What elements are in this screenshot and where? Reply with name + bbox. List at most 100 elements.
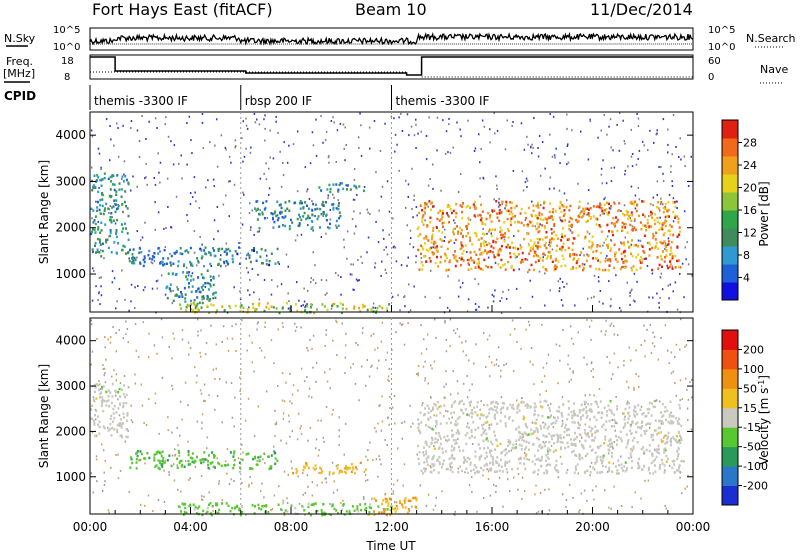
noise-pixel xyxy=(648,296,650,299)
noise-pixel xyxy=(445,370,447,373)
echo-pixel xyxy=(207,288,210,291)
echo-pixel xyxy=(538,229,541,233)
noise-pixel xyxy=(275,422,278,425)
echo-pixel xyxy=(100,399,103,403)
echo-pixel xyxy=(439,209,442,212)
echo-pixel xyxy=(493,470,496,474)
noise-pixel xyxy=(583,489,586,492)
echo-pixel xyxy=(212,275,215,279)
noise-pixel xyxy=(332,339,334,342)
noise-pixel xyxy=(543,375,546,378)
echo-pixel xyxy=(146,452,149,455)
echo-pixel xyxy=(661,265,663,268)
noise-pixel xyxy=(345,344,347,347)
noise-pixel xyxy=(672,114,675,117)
echo-pixel xyxy=(600,416,603,419)
echo-pixel xyxy=(561,227,564,230)
echo-pixel xyxy=(575,261,578,265)
echo-pixel xyxy=(495,460,497,463)
echo-pixel xyxy=(139,458,142,462)
echo-pixel xyxy=(516,411,519,414)
noise-pixel xyxy=(158,171,160,174)
noise-pixel xyxy=(363,497,365,500)
echo-pixel xyxy=(424,242,426,245)
echo-pixel xyxy=(207,466,210,470)
echo-pixel xyxy=(170,464,173,468)
echo-pixel xyxy=(448,259,451,262)
noise-pixel xyxy=(224,146,227,149)
noise-pixel xyxy=(542,366,545,369)
echo-pixel xyxy=(582,268,584,272)
noise-pixel xyxy=(300,367,303,370)
noise-pixel xyxy=(660,422,663,425)
echo-pixel xyxy=(524,422,527,426)
noise-pixel xyxy=(169,252,171,255)
noise-pixel xyxy=(230,478,232,481)
noise-pixel xyxy=(584,403,586,406)
echo-pixel xyxy=(620,466,623,470)
echo-pixel xyxy=(190,290,193,294)
noise-pixel xyxy=(420,352,423,355)
echo-pixel xyxy=(310,220,313,223)
colorbar-tick-label: 12 xyxy=(743,227,757,240)
echo-pixel xyxy=(656,450,659,454)
echo-pixel xyxy=(232,466,235,470)
noise-pixel xyxy=(253,291,255,294)
echo-pixel xyxy=(476,401,479,404)
noise-pixel xyxy=(344,159,346,162)
echo-pixel xyxy=(544,444,547,448)
noise-pixel xyxy=(107,426,109,429)
echo-pixel xyxy=(186,303,189,307)
echo-pixel xyxy=(191,452,194,455)
noise-pixel xyxy=(168,473,170,476)
noise-pixel xyxy=(312,334,315,337)
echo-pixel xyxy=(664,207,667,210)
echo-pixel xyxy=(503,240,506,243)
echo-pixel xyxy=(609,249,612,252)
echo-pixel xyxy=(281,224,284,227)
echo-pixel xyxy=(496,237,499,240)
noise-pixel xyxy=(123,160,126,163)
echo-pixel xyxy=(640,255,643,259)
echo-pixel xyxy=(673,437,676,441)
noise-pixel xyxy=(329,387,331,390)
noise-pixel xyxy=(350,263,352,266)
echo-pixel xyxy=(666,437,669,441)
noise-pixel xyxy=(442,119,444,122)
echo-pixel xyxy=(452,439,455,442)
echo-pixel xyxy=(328,471,331,474)
echo-pixel xyxy=(536,205,539,208)
echo-pixel xyxy=(607,404,610,407)
echo-pixel xyxy=(480,217,483,220)
echo-pixel xyxy=(256,251,258,254)
noise-pixel xyxy=(187,404,189,407)
noise-pixel xyxy=(95,418,97,421)
echo-pixel xyxy=(188,271,191,274)
echo-pixel xyxy=(272,226,275,229)
noise-pixel xyxy=(208,491,210,494)
echo-pixel xyxy=(201,295,204,299)
echo-pixel xyxy=(571,242,574,245)
echo-pixel xyxy=(389,498,392,501)
echo-pixel xyxy=(183,502,186,506)
echo-pixel xyxy=(478,248,481,251)
echo-pixel xyxy=(431,233,434,236)
echo-pixel xyxy=(655,455,658,459)
echo-pixel xyxy=(635,268,638,272)
echo-pixel xyxy=(673,459,676,463)
echo-pixel xyxy=(209,253,212,257)
echo-pixel xyxy=(549,216,552,219)
echo-pixel xyxy=(633,413,636,416)
echo-pixel xyxy=(489,216,491,220)
noise-pixel xyxy=(222,203,225,206)
echo-pixel xyxy=(192,309,195,312)
noise-pixel xyxy=(614,422,617,424)
noise-pixel xyxy=(489,375,491,378)
echo-pixel xyxy=(339,182,342,185)
echo-pixel xyxy=(240,304,243,307)
echo-pixel xyxy=(654,213,657,216)
noise-pixel xyxy=(151,287,154,290)
echo-pixel xyxy=(532,245,535,248)
echo-pixel xyxy=(481,268,484,271)
noise-pixel xyxy=(228,155,231,158)
